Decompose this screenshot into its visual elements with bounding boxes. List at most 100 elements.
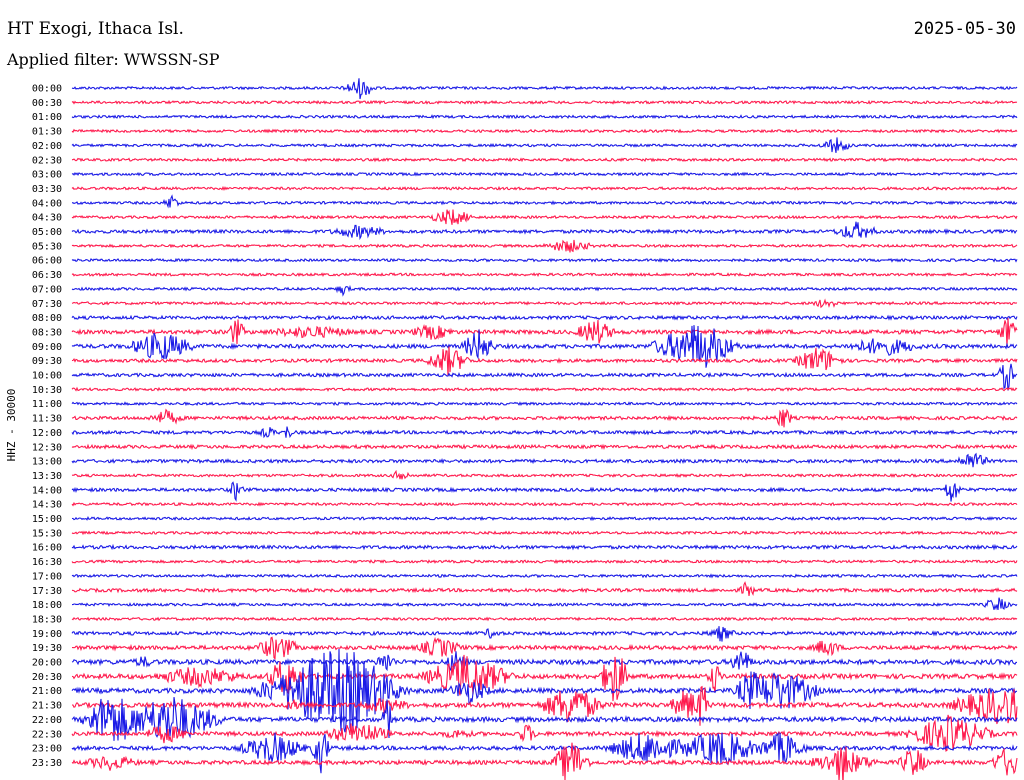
- time-label: 21:30: [32, 701, 62, 712]
- time-label: 23:00: [32, 744, 62, 755]
- time-label: 09:30: [32, 356, 62, 367]
- y-axis-label: HHZ - 30000: [5, 389, 18, 462]
- trace-line: [72, 597, 1018, 611]
- time-label: 02:00: [32, 141, 62, 152]
- trace-line: [71, 443, 1018, 451]
- time-label: 15:30: [32, 528, 62, 539]
- trace-line: [71, 501, 1018, 507]
- time-label: 10:30: [32, 385, 62, 396]
- trace-line: [71, 209, 1018, 225]
- time-label: 10:00: [32, 371, 62, 382]
- trace-line: [71, 481, 1018, 502]
- trace-line: [71, 408, 1018, 428]
- trace-line: [71, 742, 1018, 780]
- time-label: 22:30: [32, 729, 62, 740]
- time-label: 13:00: [32, 457, 62, 468]
- trace-line: [71, 648, 1018, 733]
- time-label: 20:00: [32, 658, 62, 669]
- time-label: 03:30: [32, 184, 62, 195]
- time-label: 08:30: [32, 327, 62, 338]
- time-label: 22:00: [32, 715, 62, 726]
- time-label: 02:30: [32, 155, 62, 166]
- time-label: 08:00: [32, 313, 62, 324]
- trace-line: [71, 99, 1018, 105]
- trace-line: [71, 137, 1018, 153]
- trace-line: [71, 714, 1018, 752]
- time-label: 05:30: [32, 241, 62, 252]
- trace-line: [71, 325, 1018, 368]
- trace-line: [71, 157, 1018, 163]
- time-label: 11:00: [32, 399, 62, 410]
- time-label: 23:30: [32, 758, 62, 769]
- trace-line: [72, 636, 1018, 661]
- trace-line: [71, 272, 1018, 278]
- trace-line: [71, 581, 1018, 597]
- trace-line: [71, 426, 1018, 439]
- time-label: 14:00: [32, 485, 62, 496]
- trace-line: [71, 239, 1018, 253]
- time-label: 18:30: [32, 614, 62, 625]
- trace-line: [71, 626, 1017, 642]
- time-label: 00:30: [32, 98, 62, 109]
- filter-label: Applied filter: WWSSN-SP: [7, 50, 220, 69]
- trace-line: [71, 194, 1018, 209]
- trace-line: [71, 573, 1018, 579]
- trace-line: [71, 731, 1018, 774]
- trace-line: [71, 697, 1018, 741]
- time-label: 12:00: [32, 428, 62, 439]
- time-label: 11:30: [32, 414, 62, 425]
- trace-line: [72, 685, 1018, 726]
- time-label: 21:00: [32, 686, 62, 697]
- trace-line: [71, 651, 1018, 672]
- time-label: 15:00: [32, 514, 62, 525]
- time-label: 06:00: [32, 256, 62, 267]
- time-label: 18:00: [32, 600, 62, 611]
- time-label: 16:30: [32, 557, 62, 568]
- trace-line: [71, 559, 1018, 564]
- time-label: 14:30: [32, 500, 62, 511]
- date-label: 2025-05-30: [913, 19, 1016, 39]
- trace-line: [71, 284, 1018, 297]
- trace-line: [71, 654, 1018, 702]
- time-label: 00:00: [32, 84, 62, 95]
- trace-line: [71, 616, 1018, 622]
- trace-line: [71, 543, 1018, 551]
- time-label: 04:00: [32, 198, 62, 209]
- trace-line: [71, 318, 1018, 347]
- trace-line: [71, 363, 1018, 391]
- time-label: 19:00: [32, 629, 62, 640]
- time-label: 06:30: [32, 270, 62, 281]
- time-label: 20:30: [32, 672, 62, 683]
- trace-line: [71, 515, 1018, 522]
- time-label-group: 00:00 00:30 01:00 01:30 02:00 02:30 03:00 03:30…: [32, 84, 62, 769]
- station-title: HT Exogi, Ithaca Isl.: [7, 19, 184, 39]
- time-label: 07:00: [32, 284, 62, 295]
- time-label: 07:30: [32, 299, 62, 310]
- trace-line: [71, 346, 1018, 377]
- trace-line: [71, 221, 1018, 241]
- trace-line: [71, 298, 1018, 309]
- trace-line: [71, 314, 1018, 321]
- time-label: 01:00: [32, 112, 62, 123]
- trace-line: [71, 114, 1018, 120]
- time-label: 13:30: [32, 471, 62, 482]
- trace-line: [71, 257, 1018, 263]
- trace-line: [71, 401, 1018, 407]
- time-label: 01:30: [32, 127, 62, 138]
- time-label: 19:30: [32, 643, 62, 654]
- trace-line: [71, 185, 1018, 191]
- trace-line: [71, 530, 1018, 536]
- trace-group: [71, 78, 1018, 780]
- time-label: 05:00: [32, 227, 62, 238]
- trace-line: [71, 452, 1018, 468]
- time-label: 17:00: [32, 571, 62, 582]
- trace-line: [71, 469, 1018, 480]
- trace-line: [71, 386, 1018, 393]
- time-label: 12:30: [32, 442, 62, 453]
- time-label: 04:30: [32, 213, 62, 224]
- time-label: 17:30: [32, 586, 62, 597]
- trace-line: [71, 128, 1018, 134]
- trace-line: [71, 78, 1018, 100]
- time-label: 16:00: [32, 543, 62, 554]
